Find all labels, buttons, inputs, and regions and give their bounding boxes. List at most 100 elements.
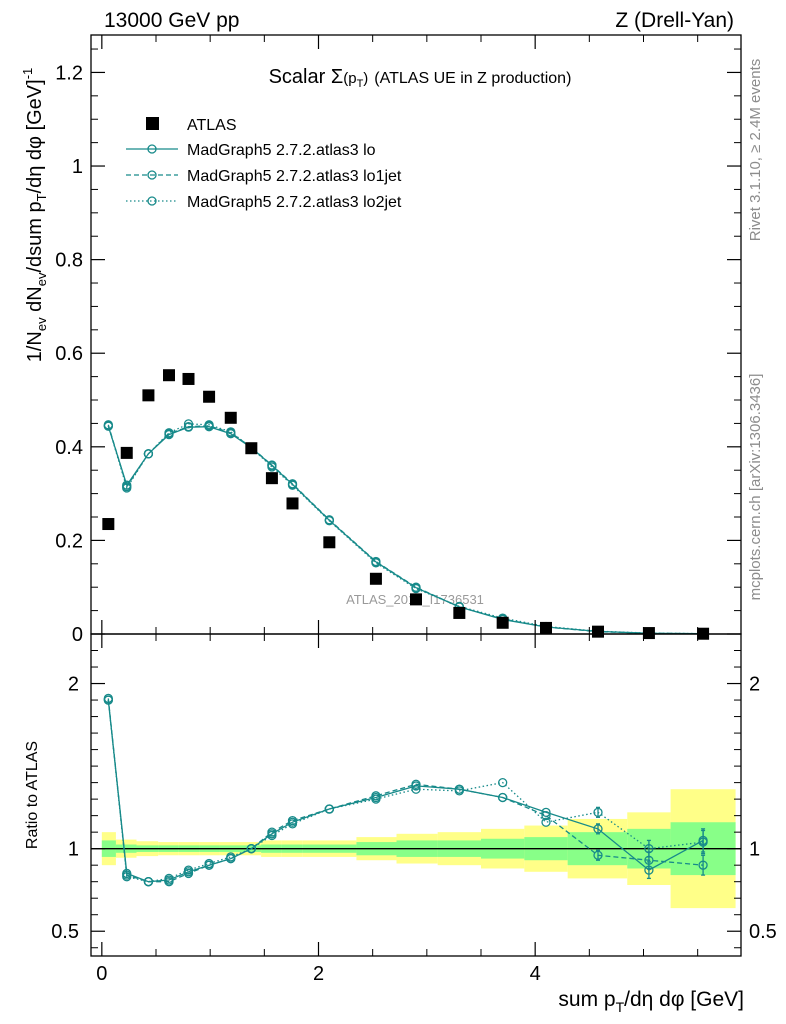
ratio-point xyxy=(287,815,298,826)
mc-line-1 xyxy=(107,424,704,635)
mc-point xyxy=(122,483,132,493)
mc-point xyxy=(103,421,113,431)
ratio-y-tick-label-right: 0.5 xyxy=(749,921,777,943)
main-y-tick-label: 1.2 xyxy=(55,62,83,84)
main-y-tick-label: 0.4 xyxy=(55,437,83,459)
energy-label: 13000 GeV pp xyxy=(104,9,239,32)
ratio-point xyxy=(122,872,132,882)
x-tick-label: 2 xyxy=(313,963,324,985)
mc-point xyxy=(226,427,236,437)
main-y-tick-label: 0.8 xyxy=(55,250,83,272)
title-close: ) xyxy=(363,70,368,87)
ratio-point xyxy=(183,865,194,875)
atlas-data-point xyxy=(540,621,552,634)
mc-point xyxy=(324,516,334,526)
title-pre: Scalar xyxy=(269,66,331,88)
atlas-data-point xyxy=(592,625,604,638)
ratio-point xyxy=(371,791,381,801)
ratio-point xyxy=(698,837,708,847)
atlas-data-point xyxy=(102,518,115,531)
title-sub: T xyxy=(357,78,364,90)
mc-point xyxy=(183,422,194,432)
ratio-point xyxy=(411,779,421,789)
main-y-label: 1/Nev dNev/dsum pT/dη dφ [GeV]-1 xyxy=(20,68,49,363)
atlas-data-point xyxy=(286,497,299,510)
atlas-data-point xyxy=(224,411,237,424)
ratio-panel: 0.5 0.5 1 1 2 2 0 2 4 Ratio to ATLAS xyxy=(24,633,777,985)
atlas-data-point xyxy=(496,616,509,629)
legend-marker-lo1jet xyxy=(147,170,157,180)
mcplots-label: mcplots.cern.ch [arXiv:1306.3436] xyxy=(747,374,764,601)
title-sigma: Σ xyxy=(331,66,343,88)
ratio-frame xyxy=(90,633,742,957)
ratio-y-tick-label-right: 1 xyxy=(749,839,760,861)
ratio-point xyxy=(164,873,174,884)
title-arg: (p xyxy=(343,70,356,87)
ratio-y-label: Ratio to ATLAS xyxy=(24,741,41,849)
atlas-data-point xyxy=(410,593,422,606)
main-y-tick-label: 1 xyxy=(72,156,83,178)
title-post: (ATLAS UE in Z production) xyxy=(374,70,571,87)
ratio-y-tick-label: 2 xyxy=(68,674,79,696)
ratio-plot-area xyxy=(91,693,741,909)
x-axis-label: sum pT/dη dφ [GeV] xyxy=(558,988,744,1015)
mc-point xyxy=(183,419,194,429)
legend-label-atlas: ATLAS xyxy=(187,117,237,134)
atlas-data-point xyxy=(163,369,175,382)
legend: ATLAS MadGraph5 2.7.2.atlas3 lo MadGraph… xyxy=(126,117,402,211)
ratio-y-tick-label-right: 2 xyxy=(749,674,760,696)
legend-label-lo1jet: MadGraph5 2.7.2.atlas3 lo1jet xyxy=(187,168,402,185)
ratio-point xyxy=(593,807,603,817)
legend-label-lo: MadGraph5 2.7.2.atlas3 lo xyxy=(187,142,376,159)
ratio-point xyxy=(644,844,654,854)
x-tick-label: 0 xyxy=(96,963,107,985)
ratio-point xyxy=(371,794,381,804)
main-x-ticks xyxy=(101,35,699,634)
ratio-point xyxy=(541,810,551,821)
ratio-point xyxy=(183,868,194,879)
plot-title: Scalar Σ(pT) (ATLAS UE in Z production) xyxy=(269,66,572,90)
ratio-point xyxy=(498,792,508,803)
mc-point xyxy=(287,480,298,490)
main-plot-area xyxy=(102,369,710,640)
atlas-data-point xyxy=(245,442,258,455)
atlas-data-point xyxy=(453,606,466,619)
ratio-point xyxy=(324,804,334,814)
ratio-line-0 xyxy=(107,700,704,883)
mc-point xyxy=(204,420,214,430)
mc-point xyxy=(411,583,421,594)
atlas-data-point xyxy=(369,572,382,585)
ratio-point xyxy=(454,786,464,796)
ratio-y-tick-label: 1 xyxy=(68,839,79,861)
ratio-point xyxy=(593,850,603,860)
ratio-point xyxy=(698,860,708,870)
ratio-point xyxy=(164,877,174,887)
legend-marker-lo2jet xyxy=(147,196,157,206)
x-tick-label: 4 xyxy=(530,963,541,985)
atlas-data-point xyxy=(323,536,336,549)
process-label: Z (Drell-Yan) xyxy=(615,9,734,32)
mc-point xyxy=(371,558,381,568)
ratio-y-axis: 0.5 0.5 1 1 2 2 xyxy=(51,650,777,949)
ratio-x-axis: 0 2 4 xyxy=(96,634,699,985)
atlas-data-point xyxy=(203,390,216,403)
legend-marker-atlas xyxy=(146,117,159,130)
main-y-tick-label: 0.2 xyxy=(55,530,83,552)
main-panel: ATLAS_2019_I1736531 00.20.40.60.811.2 Sc… xyxy=(20,34,742,646)
legend-label-lo2jet: MadGraph5 2.7.2.atlas3 lo2jet xyxy=(187,194,402,211)
rivet-label: Rivet 3.1.10, ≥ 2.4M events xyxy=(747,59,764,242)
ratio-point xyxy=(143,877,154,887)
main-y-axis: 0 0.2 0.4 0.6 0.8 1 1.2 xyxy=(55,48,741,646)
mc-line-2 xyxy=(107,423,704,635)
ratio-point xyxy=(498,777,508,788)
atlas-data-point xyxy=(182,372,195,385)
ratio-point xyxy=(267,830,277,841)
atlas-data-point xyxy=(120,446,133,459)
atlas-data-point xyxy=(142,389,155,402)
ratio-point xyxy=(103,695,113,705)
ratio-y-tick-label: 0.5 xyxy=(51,921,79,943)
ratio-point xyxy=(411,784,421,794)
main-y-tick-label: 0.6 xyxy=(55,343,83,365)
ratio-point xyxy=(593,824,603,834)
atlas-data-point xyxy=(642,627,655,640)
